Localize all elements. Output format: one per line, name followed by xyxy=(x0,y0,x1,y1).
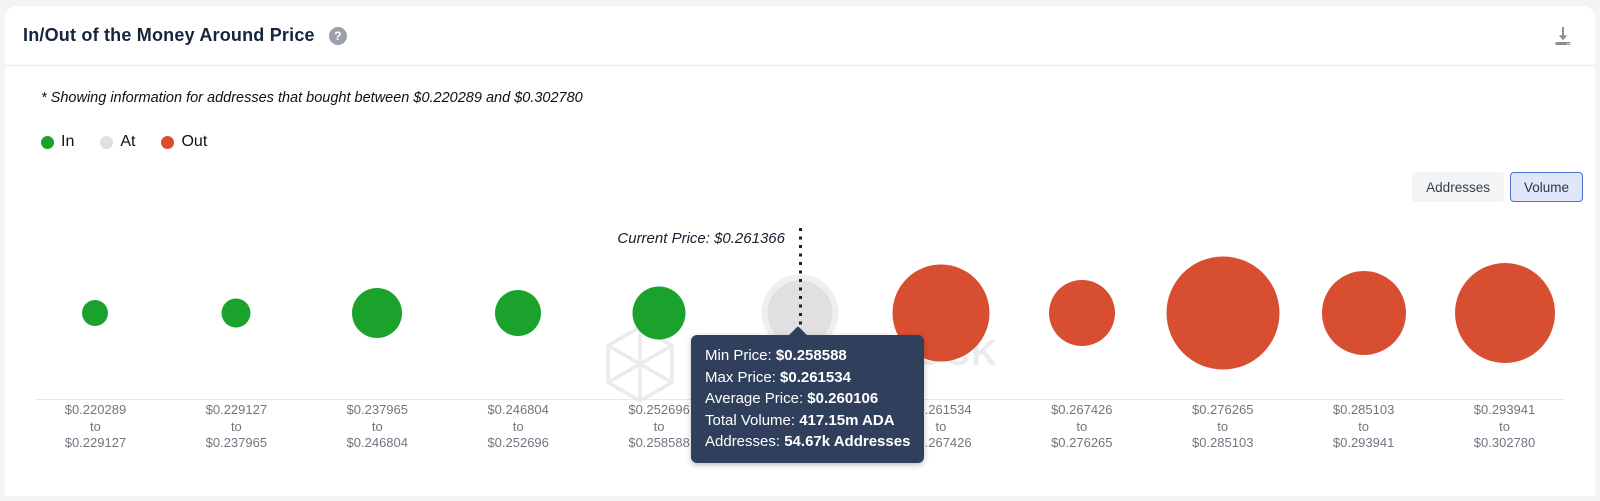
price-bucket-column: $0.285103 to $0.293941 xyxy=(1293,206,1434,496)
volume-bubble[interactable] xyxy=(495,290,542,336)
legend-item-out: Out xyxy=(161,133,207,151)
bucket-range-label: $0.252696 to $0.258588 xyxy=(589,402,730,452)
bucket-range-to: $0.285103 xyxy=(1191,435,1254,450)
price-bucket-column: $0.267426 to $0.276265 xyxy=(1011,206,1152,496)
bucket-range-label: $0.267426 to $0.276265 xyxy=(1011,402,1152,452)
download-icon[interactable] xyxy=(1551,24,1575,48)
bucket-range-label: $0.237965 to $0.246804 xyxy=(307,402,448,452)
in-out-money-chart: OCK $0.220289 to $0.229127 $0.229127 to … xyxy=(5,206,1595,496)
volume-bubble[interactable] xyxy=(352,288,403,338)
tooltip-row: Max Price: $0.261534 xyxy=(705,368,851,386)
volume-bubble[interactable] xyxy=(1321,271,1406,355)
legend-dot-icon xyxy=(161,135,175,149)
bucket-range-to: $0.246804 xyxy=(346,435,408,450)
price-bucket-column: $0.252696 to $0.258588 xyxy=(589,206,730,496)
chart-widget-card: In/Out of the Money Around Price ? * Sho… xyxy=(5,6,1595,496)
price-bucket-column: $0.276265 to $0.285103 xyxy=(1152,206,1293,496)
bucket-range-label: $0.285103 to $0.293941 xyxy=(1293,402,1434,452)
legend-label: In xyxy=(61,133,75,150)
bucket-range-from: $0.285103 xyxy=(1332,402,1395,417)
bucket-range-label: $0.229127 to $0.237965 xyxy=(166,402,307,452)
bucket-range-label: $0.261534 to $0.267426 xyxy=(870,402,1011,452)
help-icon[interactable]: ? xyxy=(328,26,347,45)
price-bucket-column: $0.229127 to $0.237965 xyxy=(166,206,307,496)
bucket-range-to: $0.229127 xyxy=(64,435,127,450)
bucket-range-separator: to xyxy=(935,418,947,434)
bucket-range-from: $0.276265 xyxy=(1191,402,1254,417)
bucket-range-separator: to xyxy=(371,418,383,434)
bucket-range-separator: to xyxy=(512,418,524,434)
bucket-range-label: $0.220289 to $0.229127 xyxy=(25,402,166,452)
bucket-range-label: $0.276265 to $0.285103 xyxy=(1152,402,1293,452)
legend-dot-icon xyxy=(100,135,114,149)
tooltip-row: Addresses: 54.67k Addresses xyxy=(705,433,911,450)
filter-note: * Showing information for addresses that… xyxy=(41,90,583,106)
tooltip-row: Total Volume: 417.15m ADA xyxy=(705,411,895,429)
bucket-range-from: $0.293941 xyxy=(1473,402,1536,417)
bucket-columns: $0.220289 to $0.229127 $0.229127 to $0.2… xyxy=(25,206,1575,496)
legend-item-at: At xyxy=(100,133,135,151)
toggle-button-volume[interactable]: Volume xyxy=(1509,172,1583,202)
widget-header: In/Out of the Money Around Price ? xyxy=(5,6,1595,66)
volume-bubble[interactable] xyxy=(1454,263,1555,363)
bucket-range-from: $0.261534 xyxy=(910,402,972,417)
bucket-range-from: $0.229127 xyxy=(205,402,268,417)
bucket-range-to: $0.267426 xyxy=(910,435,972,450)
bucket-range-from: $0.246804 xyxy=(487,402,549,417)
watermark-logo-icon xyxy=(606,325,674,403)
price-bucket-column: $0.293941 to $0.302780 xyxy=(1434,206,1575,496)
view-toggle: Addresses Volume xyxy=(5,172,1583,202)
bucket-range-separator: to xyxy=(1076,418,1088,434)
legend-label: At xyxy=(120,133,136,150)
volume-bubble[interactable] xyxy=(1048,280,1115,346)
bucket-range-separator: to xyxy=(653,418,665,434)
legend-label: Out xyxy=(181,133,208,150)
volume-bubble[interactable] xyxy=(632,286,686,340)
price-bucket-column: $0.220289 to $0.229127 xyxy=(25,206,166,496)
bucket-range-separator: to xyxy=(90,418,101,434)
price-bucket-column: $0.237965 to $0.246804 xyxy=(307,206,448,496)
bucket-range-label: $0.246804 to $0.252696 xyxy=(448,402,589,452)
bucket-range-to: $0.237965 xyxy=(205,435,268,450)
bucket-range-separator: to xyxy=(1358,418,1370,434)
volume-bubble[interactable] xyxy=(221,298,251,328)
page-title: In/Out of the Money Around Price xyxy=(23,25,315,45)
tooltip-row: Average Price: $0.260106 xyxy=(705,390,879,407)
legend-dot-icon xyxy=(41,135,54,149)
bucket-range-separator: to xyxy=(1499,418,1510,434)
bucket-range-separator: to xyxy=(1217,418,1229,434)
volume-bubble[interactable] xyxy=(82,300,109,326)
bucket-range-separator: to xyxy=(230,418,242,434)
current-price-dotted-line xyxy=(798,228,802,342)
legend-item-in: In xyxy=(41,133,74,151)
bucket-range-from: $0.237965 xyxy=(346,402,408,417)
bucket-range-to: $0.276265 xyxy=(1051,435,1113,450)
bucket-range-from: $0.267426 xyxy=(1051,402,1113,417)
bucket-range-label: $0.293941 to $0.302780 xyxy=(1434,402,1575,452)
bucket-range-to: $0.302780 xyxy=(1473,435,1536,450)
plot-area: OCK $0.220289 to $0.229127 $0.229127 to … xyxy=(25,206,1575,496)
bucket-range-to: $0.293941 xyxy=(1332,435,1395,450)
bucket-range-from: $0.220289 xyxy=(64,402,127,417)
legend: In At Out xyxy=(41,132,1595,152)
current-price-label: Current Price: $0.261366 xyxy=(617,230,785,247)
bucket-range-from: $0.252696 xyxy=(628,402,690,417)
bucket-range-to: $0.252696 xyxy=(487,435,549,450)
bucket-range-to: $0.258588 xyxy=(628,435,690,450)
bubble-tooltip: Min Price: $0.258588 Max Price: $0.261534… xyxy=(691,335,925,463)
price-bucket-column: $0.246804 to $0.252696 xyxy=(448,206,589,496)
tooltip-row: Min Price: $0.258588 xyxy=(705,347,847,364)
volume-bubble[interactable] xyxy=(1166,256,1280,370)
toggle-button-addresses[interactable]: Addresses xyxy=(1412,172,1504,202)
